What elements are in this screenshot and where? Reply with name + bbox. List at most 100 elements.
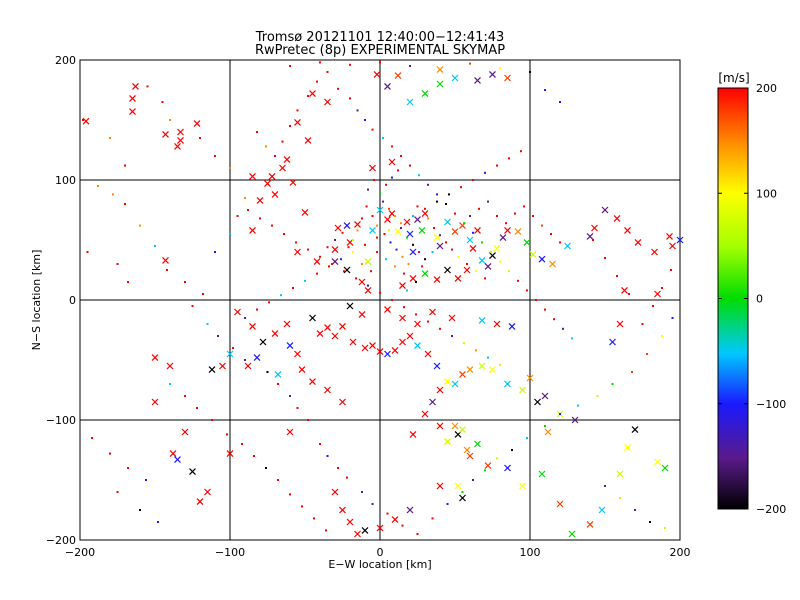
data-point-x (129, 108, 136, 116)
data-point-dot (571, 337, 573, 340)
data-point-x (346, 518, 354, 526)
data-point-dot (499, 363, 501, 366)
data-point-dot (157, 521, 159, 523)
data-point-x (601, 206, 609, 214)
data-point-dot (265, 467, 267, 469)
data-point-dot (664, 527, 666, 529)
data-point-x (519, 482, 526, 490)
data-point-x (294, 350, 301, 358)
data-point-dot (256, 131, 258, 133)
data-point-x (339, 506, 346, 514)
data-point-x (256, 196, 264, 204)
data-point-dot (145, 479, 147, 481)
data-point-x (129, 94, 136, 102)
data-point-dot (427, 320, 429, 323)
data-point-dot (199, 137, 201, 139)
x-tick-label: −200 (65, 546, 95, 559)
data-point-dot (389, 241, 392, 244)
data-point-dot (340, 258, 342, 261)
data-point-x (166, 362, 174, 370)
data-point-x (504, 74, 511, 82)
data-point-x (631, 426, 639, 434)
data-point-dot (427, 217, 429, 220)
data-point-x (286, 428, 294, 436)
data-point-x (334, 224, 342, 232)
data-point-x (508, 322, 516, 330)
data-point-dot (619, 497, 621, 499)
data-point-dot (281, 140, 284, 143)
data-point-x (361, 344, 369, 352)
data-point-dot (461, 491, 464, 493)
x-axis: −200 −100 0 100 200 (65, 546, 691, 559)
data-point-dot (661, 287, 663, 289)
data-point-x (436, 422, 444, 430)
data-point-dot (146, 85, 149, 88)
chart-subtitle: RwPretec (8p) EXPERIMENTAL SKYMAP (255, 43, 505, 58)
data-point-x (151, 354, 159, 362)
data-point-x (279, 164, 286, 172)
data-point-x (196, 498, 204, 506)
chart-title: Tromsø 20121101 12:40:00−12:41:43 (255, 30, 505, 45)
data-point-x (406, 506, 414, 514)
data-point-dot (517, 279, 519, 282)
data-point-x (444, 266, 451, 274)
data-point-dot (544, 308, 546, 311)
data-point-dot (301, 505, 303, 508)
data-point-dot (424, 207, 426, 210)
colorbar: [m/s] 200 100 0 −100 −200 (717, 71, 786, 516)
data-point-x (424, 350, 432, 358)
data-point-x (538, 470, 546, 478)
data-point-dot (214, 251, 216, 253)
data-point-dot (341, 231, 344, 234)
data-point-x (271, 330, 279, 338)
data-point-dot (296, 109, 299, 112)
data-point-dot (395, 248, 398, 251)
data-point-dot (97, 185, 99, 187)
data-point-dot (604, 485, 606, 487)
data-point-dot (307, 419, 309, 421)
data-point-x (523, 238, 531, 246)
data-point-x (294, 118, 301, 126)
data-point-dot (508, 270, 510, 273)
data-point-dot (526, 289, 528, 292)
data-point-x (271, 190, 279, 198)
y-tick-label: 0 (69, 294, 76, 307)
data-point-dot (367, 188, 369, 191)
data-point-dot (511, 449, 513, 451)
data-point-dot (244, 317, 246, 319)
data-point-dot (154, 245, 156, 247)
data-point-x (364, 258, 372, 266)
data-point-x (676, 236, 684, 244)
data-point-dot (292, 287, 294, 289)
data-point-dot (352, 251, 354, 253)
data-point-dot (379, 191, 381, 193)
data-point-x (193, 120, 201, 128)
data-point-dot (289, 65, 291, 67)
data-point-x (519, 386, 526, 394)
data-point-dot (388, 229, 390, 232)
data-point-x (283, 156, 291, 164)
data-point-x (376, 348, 384, 356)
data-point-x (324, 386, 331, 394)
data-point-x (504, 464, 511, 472)
data-point-dot (127, 467, 129, 469)
data-point-x (162, 256, 169, 264)
data-point-dot (416, 205, 419, 208)
data-point-x (421, 90, 429, 98)
data-point-x (666, 232, 673, 240)
data-point-x (493, 320, 501, 328)
data-point-dot (406, 289, 408, 292)
data-point-dot (496, 164, 498, 167)
data-point-x (466, 452, 474, 460)
data-point-dot (385, 258, 387, 261)
data-point-dot (356, 109, 359, 112)
data-point-x (534, 398, 541, 406)
data-point-dot (376, 224, 378, 227)
data-point-x (616, 320, 624, 328)
data-point-dot (371, 503, 374, 505)
data-point-x (451, 74, 459, 82)
data-point-dot (307, 95, 309, 97)
data-point-dot (490, 251, 492, 253)
data-point-dot (541, 224, 543, 227)
